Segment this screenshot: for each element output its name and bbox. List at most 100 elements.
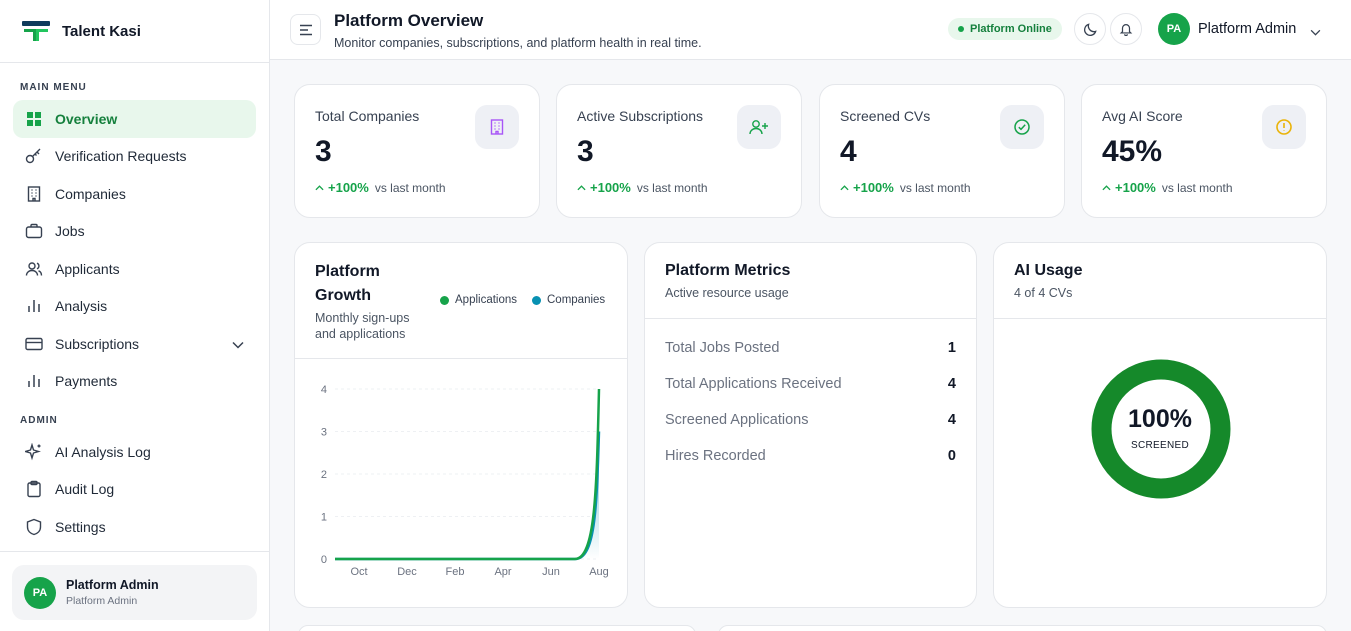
x-tick-label: Apr (494, 566, 511, 578)
sidebar-item-audit-log[interactable]: Audit Log (13, 471, 256, 509)
sidebar-item-label: Payments (55, 373, 118, 390)
sidebar-item-label: Jobs (55, 223, 85, 240)
metric-row: Total Jobs Posted 1 (665, 338, 956, 358)
stat-label: Active Subscriptions (577, 108, 704, 124)
bell-icon (1119, 24, 1133, 36)
stat-value: 4 (840, 135, 857, 168)
stat-trend: +100% vs last month (840, 180, 971, 195)
brand-name: Talent Kasi (62, 22, 141, 40)
sidebar-item-payments[interactable]: Payments (13, 363, 256, 401)
panel-divider (994, 318, 1326, 319)
stat-icon-box (1000, 105, 1044, 149)
stat-trend: +100% vs last month (1102, 180, 1233, 195)
donut-percent: 100% (1128, 405, 1192, 433)
sidebar-item-subscriptions[interactable]: Subscriptions (13, 325, 256, 363)
metrics-subtitle: Active resource usage (665, 286, 789, 300)
sidebar-footer-divider (0, 551, 270, 552)
shield-icon (25, 518, 43, 536)
talent-kasi-logo-icon (22, 21, 50, 41)
platform-growth-panel: Platform Growth Monthly sign-ups and app… (294, 242, 628, 608)
credit-card-icon (25, 335, 43, 353)
metric-row: Hires Recorded 0 (665, 446, 956, 466)
brand[interactable]: Talent Kasi (0, 0, 269, 63)
main-menu: Overview Verification Requests Companies… (0, 100, 269, 400)
sidebar-item-label: Overview (55, 110, 118, 127)
legend-item-companies[interactable]: Companies (532, 294, 605, 306)
admin-menu: AI Analysis Log Audit Log Settings (0, 433, 269, 546)
admin-label: ADMIN (20, 415, 58, 426)
stat-trend: +100% vs last month (577, 180, 708, 195)
chevron-down-icon[interactable] (232, 336, 244, 352)
sidebar-item-verification-requests[interactable]: Verification Requests (13, 138, 256, 176)
bottom-card (298, 625, 696, 631)
ai-usage-donut (1091, 359, 1231, 499)
stat-label: Screened CVs (840, 108, 931, 124)
y-tick-label: 0 (321, 554, 327, 566)
y-tick-label: 1 (321, 512, 327, 524)
stat-icon-box (737, 105, 781, 149)
bar-chart-icon (25, 372, 43, 390)
bottom-card (718, 625, 1327, 631)
chevron-down-icon[interactable] (1310, 23, 1321, 41)
header-avatar[interactable]: PA (1158, 13, 1190, 45)
x-tick-label: Dec (397, 566, 417, 578)
metric-label: Screened Applications (665, 412, 809, 428)
key-icon (25, 147, 43, 165)
stat-value: 3 (577, 135, 594, 168)
stat-icon-box (1262, 105, 1306, 149)
sidebar-item-settings[interactable]: Settings (13, 508, 256, 546)
x-tick-label: Jun (542, 566, 560, 578)
avatar: PA (24, 576, 56, 609)
sparkle-icon (25, 442, 43, 461)
alert-circle-icon (1276, 119, 1292, 135)
theme-toggle-button[interactable] (1074, 13, 1106, 45)
platform-metrics-panel: Platform Metrics Active resource usage T… (644, 242, 977, 608)
user-plus-icon (749, 120, 768, 135)
sidebar-user-card[interactable]: PA Platform Admin Platform Admin (12, 565, 257, 620)
metric-label: Hires Recorded (665, 448, 766, 464)
growth-title: Platform Growth (315, 260, 380, 308)
trend-change: +100% (1102, 180, 1156, 195)
stat-label: Avg AI Score (1102, 108, 1183, 124)
metric-value: 0 (947, 448, 956, 464)
stat-value: 3 (315, 135, 332, 168)
metric-row: Total Applications Received 4 (665, 374, 956, 394)
sidebar-item-ai-analysis-log[interactable]: AI Analysis Log (13, 433, 256, 471)
sidebar-item-label: Audit Log (55, 481, 115, 498)
sidebar-item-analysis[interactable]: Analysis (13, 288, 256, 326)
notifications-button[interactable] (1110, 13, 1142, 45)
building-icon (490, 119, 504, 135)
growth-chart: 0 1 2 3 4 Oct Dec Feb Apr Jun Aug (321, 384, 609, 578)
sidebar-item-applicants[interactable]: Applicants (13, 250, 256, 288)
sidebar-item-jobs[interactable]: Jobs (13, 213, 256, 251)
metric-value: 4 (947, 376, 956, 392)
clipboard-icon (25, 480, 43, 498)
stat-card-total-companies: Total Companies 3 +100% vs last month (294, 84, 540, 218)
growth-title-line: Platform (315, 263, 380, 280)
legend-label: Applications (455, 294, 518, 306)
x-tick-label: Aug (589, 566, 609, 578)
sidebar-item-companies[interactable]: Companies (13, 175, 256, 213)
sidebar: Talent Kasi MAIN MENU Overview Verificat… (0, 0, 270, 631)
stat-trend: +100% vs last month (315, 180, 446, 195)
growth-subtitle-line: and applications (315, 327, 406, 341)
top-header: Platform Overview Monitor companies, sub… (270, 0, 1351, 60)
metric-value: 4 (947, 412, 956, 428)
sidebar-item-overview[interactable]: Overview (13, 100, 256, 138)
trend-value: +100% (1115, 180, 1156, 195)
menu-toggle-button[interactable] (290, 14, 321, 45)
y-tick-label: 4 (321, 384, 327, 396)
trend-note: vs last month (1161, 180, 1233, 195)
bar-chart-icon (25, 297, 43, 315)
x-tick-label: Feb (446, 566, 465, 578)
status-text: Platform Online (970, 23, 1052, 35)
growth-subtitle: Monthly sign-ups and applications (315, 310, 410, 342)
panel-divider (645, 318, 976, 319)
donut-arc (1091, 359, 1231, 499)
growth-title-line: Growth (315, 287, 371, 304)
trend-change: +100% (577, 180, 631, 195)
menu-icon (299, 24, 312, 35)
header-user-name[interactable]: Platform Admin (1198, 21, 1297, 37)
legend-item-applications[interactable]: Applications (440, 294, 517, 306)
stat-icon-box (475, 105, 519, 149)
